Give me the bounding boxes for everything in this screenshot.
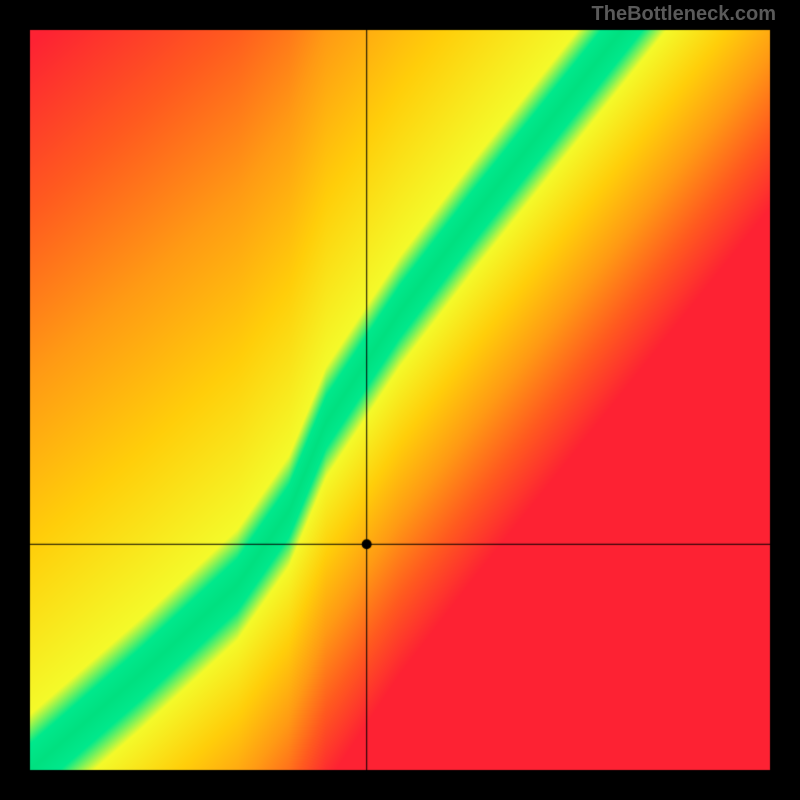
watermark-text: TheBottleneck.com (592, 3, 776, 26)
heatmap-canvas (0, 0, 800, 800)
chart-container: TheBottleneck.com (0, 0, 800, 800)
